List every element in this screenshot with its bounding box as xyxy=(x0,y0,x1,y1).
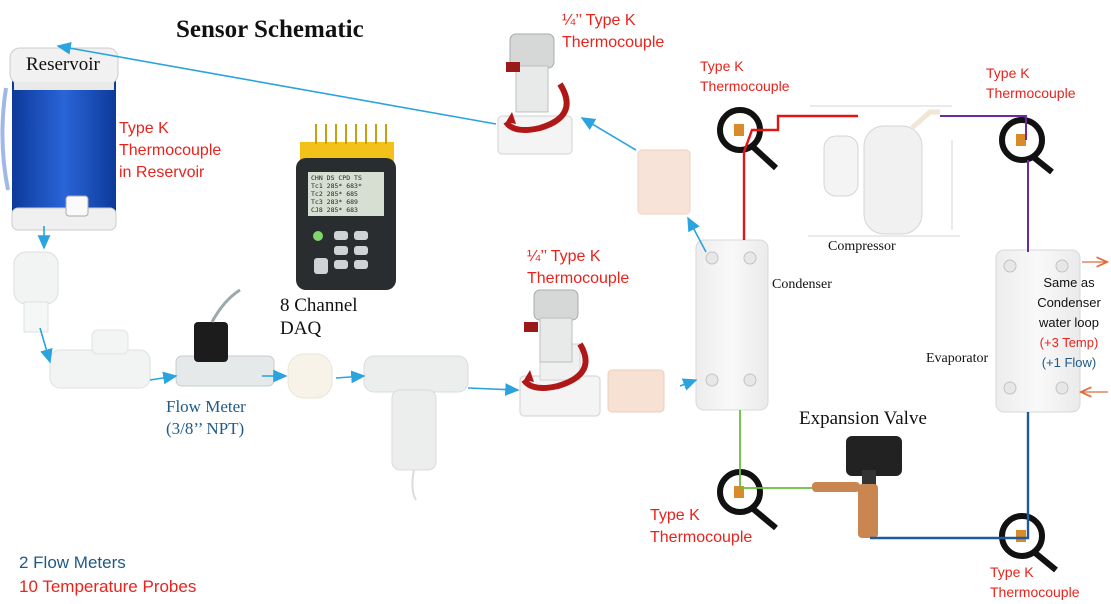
daq-screen-text: CHN DS CPD TS Tc1 285* 683* Tc2 285* 685… xyxy=(311,174,362,214)
brass-adapter-top xyxy=(637,149,691,215)
label-line: Thermocouple xyxy=(650,529,753,546)
evaporator-note: Same as Condenser water loop (+3 Temp) (… xyxy=(1024,273,1111,373)
daq-label: 8 Channel DAQ xyxy=(280,294,358,340)
daq-screen-line: Tc3 283* 689 xyxy=(311,198,358,206)
daq-screen-line: Tc2 285* 685 xyxy=(311,190,358,198)
coupling xyxy=(287,353,333,399)
brass-adapter-mid xyxy=(607,369,665,413)
flow-meter-label: Flow Meter (3/8’’ NPT) xyxy=(166,396,246,440)
label-line: Type K xyxy=(986,65,1030,81)
check-valve xyxy=(49,329,151,389)
evaporator-plate xyxy=(995,249,1081,413)
label-line: (3/8’’ NPT) xyxy=(166,419,245,438)
label-line: Type K xyxy=(119,120,169,137)
clamp-tc-compressor-right xyxy=(999,117,1054,175)
daq-screen-line: CJ8 285* 683 xyxy=(311,206,358,214)
flow-meter-device xyxy=(175,288,275,387)
label-line: Type K xyxy=(700,58,744,74)
expansion-valve-label: Expansion Valve xyxy=(799,408,927,429)
tc-reservoir-label: Type K Thermocouple in Reservoir xyxy=(119,118,221,184)
quarter-tc-probe-mid xyxy=(521,289,589,391)
condenser-plate xyxy=(695,239,769,411)
tc-quarter-top-label: ¼’’ Type K Thermocouple xyxy=(562,10,664,54)
label-line: DAQ xyxy=(280,318,322,339)
label-line: Same as xyxy=(1043,275,1095,290)
evap-temp-note: (+3 Temp) xyxy=(1039,335,1099,350)
daq-screen-line: CHN DS CPD TS xyxy=(311,174,362,182)
inlet-fitting xyxy=(13,251,59,333)
daq-device xyxy=(296,124,396,290)
reservoir-jug xyxy=(0,47,119,231)
tc-condenser-top-label: Type K Thermocouple xyxy=(700,56,790,96)
label-line: Thermocouple xyxy=(990,584,1080,600)
reservoir-label: Reservoir xyxy=(26,54,100,75)
refrigerant-discharge-line xyxy=(742,114,858,240)
label-line: Condenser xyxy=(1037,295,1101,310)
compressor-drawing xyxy=(808,105,960,237)
water-loop-lines xyxy=(37,41,707,396)
tc-bottom-right-label: Type K Thermocouple xyxy=(990,562,1080,602)
condenser-label: Condenser xyxy=(772,277,832,292)
label-line: ¼’’ Type K xyxy=(527,248,601,265)
compressor-label: Compressor xyxy=(828,239,896,254)
page-title: Sensor Schematic xyxy=(176,16,364,43)
label-line: Thermocouple xyxy=(986,85,1076,101)
label-line: Thermocouple xyxy=(527,270,630,287)
tc-expansion-label: Type K Thermocouple xyxy=(650,505,752,549)
evaporator-water-ports xyxy=(1082,262,1108,392)
label-line: Thermocouple xyxy=(562,34,665,51)
label-line: water loop xyxy=(1039,315,1099,330)
refrigerant-evap-line xyxy=(870,412,1030,540)
label-line: ¼’’ Type K xyxy=(562,12,636,29)
evaporator-label: Evaporator xyxy=(926,351,989,366)
label-line: Type K xyxy=(990,564,1034,580)
label-line: Type K xyxy=(650,507,700,524)
label-line: Thermocouple xyxy=(119,142,222,159)
summary-temp-probes: 10 Temperature Probes xyxy=(19,577,197,596)
tc-compressor-right-label: Type K Thermocouple xyxy=(986,63,1076,103)
daq-screen-line: Tc1 285* 683* xyxy=(311,182,362,190)
quarter-tc-probe-top xyxy=(503,33,570,133)
tc-quarter-mid-label: ¼’’ Type K Thermocouple xyxy=(527,246,629,290)
label-line: Flow Meter xyxy=(166,397,246,416)
refrigerant-suction-line xyxy=(940,115,1029,252)
refrigerant-liquid-line xyxy=(739,410,812,489)
label-line: Thermocouple xyxy=(700,78,790,94)
label-line: in Reservoir xyxy=(119,164,205,181)
summary-flow-meters: 2 Flow Meters xyxy=(19,553,126,572)
evap-flow-note: (+1 Flow) xyxy=(1041,355,1097,370)
label-line: 8 Channel xyxy=(280,295,358,316)
clamp-tc-bottom-right xyxy=(999,513,1058,573)
pump xyxy=(363,355,469,501)
expansion-valve xyxy=(812,436,902,538)
